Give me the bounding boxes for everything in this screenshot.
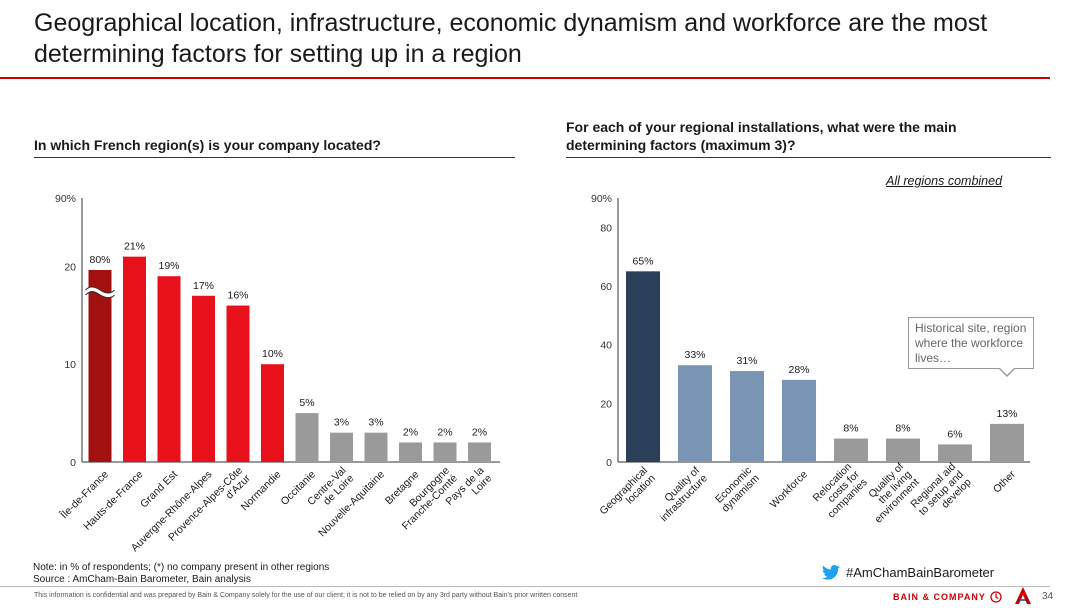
- data-label: 10%: [262, 348, 283, 360]
- y-tick-label: 80: [600, 222, 612, 234]
- x-tick-label: Relocationcosts forcompanies: [810, 460, 870, 520]
- all-regions-note: All regions combined: [886, 174, 1003, 188]
- data-label: 2%: [403, 426, 418, 438]
- footnote-source: Source : AmCham-Bain Barometer, Bain ana…: [33, 574, 251, 585]
- y-top-label: 90%: [55, 193, 76, 205]
- left-question-divider: [34, 157, 515, 158]
- y-tick-label: 40: [600, 340, 612, 352]
- data-label: 8%: [895, 423, 910, 435]
- y-tick-label: 60: [600, 281, 612, 293]
- data-label: 19%: [158, 260, 179, 272]
- right-chart-question: For each of your regional installations,…: [566, 119, 957, 153]
- data-label: 5%: [299, 397, 314, 409]
- bar: [938, 444, 972, 462]
- y-tick-label: 20: [64, 261, 76, 273]
- bar: [990, 423, 1024, 462]
- data-label: 3%: [334, 417, 349, 429]
- amcham-logo-icon: [1015, 587, 1031, 604]
- x-tick-label: Geographicallocation: [597, 464, 658, 525]
- brand-name: BAIN & COMPANY: [893, 592, 986, 602]
- data-label: 2%: [437, 426, 452, 438]
- bar: [886, 438, 920, 462]
- footnote: Note: in % of respondents; (*) no compan…: [33, 562, 329, 586]
- bar: [433, 442, 457, 462]
- data-label: 80%: [89, 254, 110, 266]
- footnote-note: Note: in % of respondents; (*) no compan…: [33, 562, 330, 573]
- x-tick-label: Economicdynamism: [712, 464, 762, 514]
- data-label: 8%: [843, 423, 858, 435]
- x-tick-label: Quality ofthe livingenvironment: [857, 461, 922, 526]
- bar: [157, 276, 181, 462]
- data-label: 33%: [684, 349, 705, 361]
- bar: [730, 371, 764, 462]
- bar: [330, 432, 353, 462]
- page-title: Geographical location, infrastructure, e…: [34, 9, 988, 68]
- data-label: 31%: [736, 355, 757, 367]
- data-label: 3%: [368, 417, 383, 429]
- hashtag-text: #AmChamBainBarometer: [846, 565, 995, 580]
- other-callout: Historical site, region where the workfo…: [908, 317, 1034, 369]
- bar: [834, 438, 868, 462]
- data-label: 65%: [632, 255, 653, 267]
- x-tick-label: Workforce: [768, 468, 810, 510]
- y-tick-label: 10: [64, 359, 76, 371]
- x-tick-label: Quality ofinfrastructure: [650, 464, 710, 524]
- title-divider: [0, 77, 1050, 79]
- bar: [399, 442, 422, 462]
- y-tick-label: 0: [70, 457, 76, 469]
- bar: [364, 432, 388, 462]
- bar: [678, 365, 712, 462]
- data-label: 6%: [947, 428, 962, 440]
- hashtag-block: #AmChamBainBarometer: [822, 565, 994, 580]
- page-number: 34: [1042, 591, 1054, 602]
- y-tick-label: 20: [600, 398, 612, 410]
- bar: [295, 413, 319, 462]
- axis-break-mark: [84, 287, 116, 297]
- data-label: 28%: [788, 364, 809, 376]
- bar: [226, 305, 250, 462]
- data-label: 2%: [472, 426, 487, 438]
- bar: [626, 271, 660, 462]
- left-chart-question: In which French region(s) is your compan…: [34, 137, 381, 153]
- data-label: 13%: [996, 408, 1017, 420]
- axis-break-lines: [85, 286, 115, 299]
- data-label: 21%: [124, 241, 145, 253]
- bar: [782, 379, 816, 462]
- y-top-label: 90%: [591, 193, 612, 205]
- bain-logo-icon: [990, 591, 1002, 603]
- brand-block: BAIN & COMPANY: [893, 591, 1002, 603]
- data-label: 16%: [227, 290, 248, 302]
- x-tick-label: Regional aidto setup anddevelop: [908, 461, 973, 526]
- bar: [123, 256, 146, 462]
- bar: [192, 295, 215, 462]
- callout-pointer-fill: [999, 367, 1015, 375]
- right-question-divider: [566, 157, 1051, 158]
- bar: [88, 270, 112, 462]
- x-tick-label: Other: [991, 468, 1018, 495]
- footer-divider: [0, 586, 1050, 587]
- bar: [468, 442, 491, 462]
- y-tick-label: 0: [606, 457, 612, 469]
- data-label: 17%: [193, 280, 214, 292]
- bird-icon: [822, 565, 840, 580]
- confidentiality-disclaimer: This information is confidential and was…: [34, 592, 578, 599]
- bar: [261, 364, 284, 462]
